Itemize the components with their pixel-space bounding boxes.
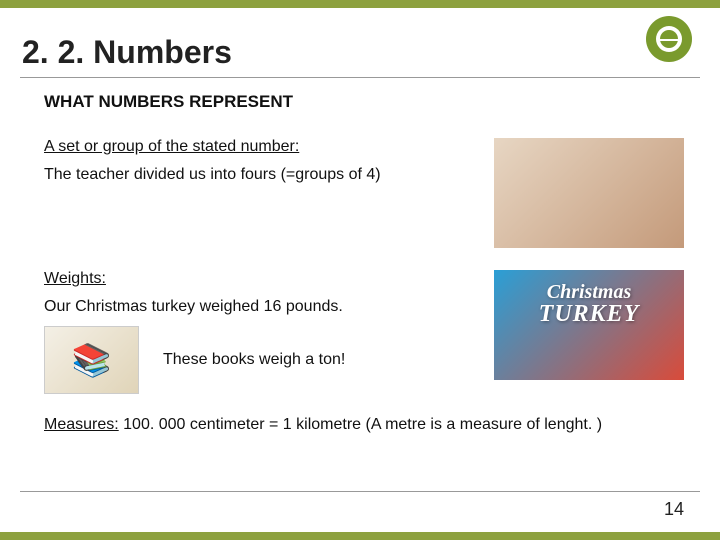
weights-example2: These books weigh a ton! — [163, 351, 345, 369]
footer-rule — [20, 491, 700, 492]
top-accent-bar — [0, 0, 720, 8]
weights-label: Weights: — [44, 270, 474, 288]
section-measures: Measures: 100. 000 centimeter = 1 kilome… — [44, 416, 684, 434]
section-set-group: A set or group of the stated number: The… — [44, 138, 684, 248]
set-group-label: A set or group of the stated number: — [44, 138, 474, 156]
turkey-graphic-text: Christmas TURKEY — [494, 282, 684, 326]
slide-title: 2. 2. Numbers — [0, 8, 720, 77]
subheading: WHAT NUMBERS REPRESENT — [44, 92, 684, 112]
section-weights: Weights: Our Christmas turkey weighed 16… — [44, 270, 684, 394]
books-image — [44, 326, 139, 394]
set-group-example: The teacher divided us into fours (=grou… — [44, 166, 474, 184]
classroom-image — [494, 138, 684, 248]
institution-logo — [646, 16, 692, 62]
weights-example1: Our Christmas turkey weighed 16 pounds. — [44, 298, 474, 316]
turkey-text-line2: TURKEY — [494, 302, 684, 326]
measures-label: Measures: — [44, 416, 119, 433]
turkey-image: Christmas TURKEY — [494, 270, 684, 380]
slide-content: WHAT NUMBERS REPRESENT A set or group of… — [0, 78, 720, 434]
page-number: 14 — [664, 499, 684, 520]
turkey-text-line1: Christmas — [494, 282, 684, 302]
measures-text: 100. 000 centimeter = 1 kilometre (A met… — [119, 416, 602, 433]
wifi-icon — [656, 26, 682, 52]
bottom-accent-bar — [0, 532, 720, 540]
